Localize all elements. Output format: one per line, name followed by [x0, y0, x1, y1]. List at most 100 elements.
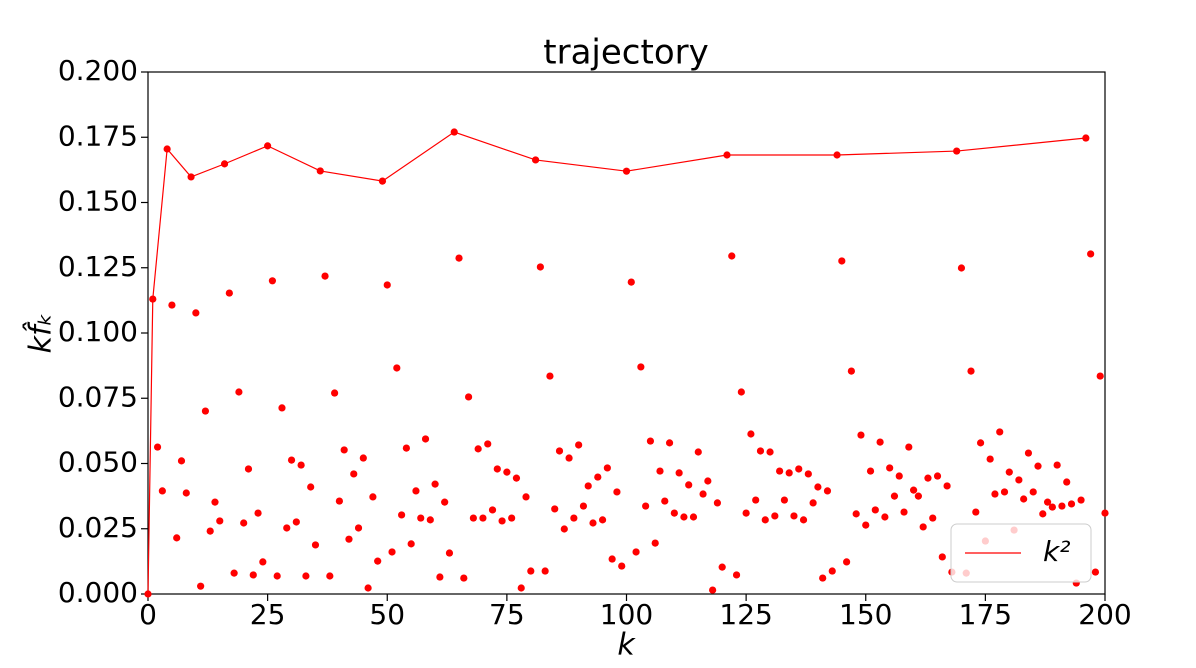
- scatter-point: [895, 472, 903, 480]
- scatter-point: [900, 508, 908, 516]
- scatter-point: [335, 497, 343, 505]
- scatter-point: [665, 439, 674, 447]
- scatter-point: [771, 512, 779, 520]
- scatter-point: [1020, 495, 1028, 503]
- scatter-point: [560, 525, 568, 533]
- scatter-point: [819, 574, 827, 582]
- x-tick-label: 125: [719, 598, 772, 631]
- scatter-point: [737, 388, 745, 396]
- scatter-point: [1091, 568, 1100, 576]
- scatter-point: [182, 489, 190, 497]
- series-line: [147, 131, 1086, 595]
- scatter-point: [354, 524, 363, 532]
- scatter-point: [627, 278, 635, 286]
- scatter-point: [235, 388, 243, 396]
- scatter-point: [871, 506, 879, 514]
- scatter-point: [914, 492, 922, 500]
- y-tick-label: 0.175: [58, 119, 138, 152]
- scatter-point: [158, 487, 166, 495]
- scatter-point: [1043, 498, 1052, 506]
- scatter-point: [852, 510, 860, 518]
- scatter-point: [436, 573, 444, 581]
- scatter-point: [747, 430, 755, 438]
- scatter-point: [575, 441, 583, 449]
- scatter-point: [742, 509, 750, 517]
- chart-title: trajectory: [543, 33, 708, 73]
- scatter-point: [938, 553, 946, 561]
- scatter-point: [464, 393, 473, 401]
- scatter-point: [177, 457, 186, 465]
- x-tick-label: 50: [369, 598, 405, 631]
- scatter-point: [431, 480, 439, 488]
- scatter-point: [460, 574, 468, 582]
- scatter-point: [216, 517, 224, 525]
- scatter-point: [680, 513, 688, 521]
- scatter-point: [1039, 510, 1047, 518]
- scatter-point: [278, 404, 286, 412]
- scatter-point: [1048, 503, 1056, 511]
- scatter-point: [249, 571, 257, 579]
- scatter-point: [847, 367, 855, 375]
- scatter-point: [881, 513, 889, 521]
- scatter-point: [799, 516, 808, 524]
- scatter-point: [661, 497, 669, 505]
- scatter-point: [345, 535, 353, 543]
- scatter-point: [785, 469, 793, 477]
- scatter-point: [512, 474, 521, 482]
- scatter-point: [445, 549, 454, 557]
- scatter-point: [484, 440, 492, 448]
- scatter-point: [1005, 468, 1013, 476]
- y-tick-label: 0.150: [58, 185, 138, 218]
- scatter-point: [689, 513, 698, 521]
- scatter-point: [273, 572, 281, 580]
- scatter-point: [972, 508, 980, 516]
- scatter-point: [991, 490, 999, 498]
- scatter-point: [598, 516, 607, 524]
- scatter-point: [843, 558, 851, 566]
- scatter-point: [211, 498, 219, 506]
- x-tick-label: 0: [139, 598, 157, 631]
- scatter-point: [732, 571, 741, 579]
- scatter-point: [517, 584, 525, 592]
- scatter-point: [728, 252, 736, 260]
- scatter-point: [1024, 449, 1033, 457]
- scatter-point: [412, 487, 420, 495]
- scatter-point: [479, 514, 487, 522]
- scatter-point: [589, 519, 597, 527]
- scatter-point: [795, 465, 803, 473]
- scatter-point: [565, 454, 573, 462]
- scatter-point: [613, 488, 621, 496]
- scatter-point: [369, 493, 377, 501]
- scatter-point: [967, 367, 975, 375]
- x-axis-label: k: [617, 628, 636, 663]
- scatter-point: [823, 487, 832, 495]
- y-axis-label: kf̂ₖ: [22, 313, 58, 354]
- scatter-point: [541, 567, 549, 575]
- scatter-point: [307, 483, 315, 491]
- scatter-point: [919, 523, 927, 531]
- scatter-point: [350, 470, 358, 478]
- scatter-point: [206, 527, 214, 535]
- scatter-point: [488, 506, 497, 514]
- scatter-point: [1096, 372, 1104, 380]
- scatter-point: [694, 448, 702, 456]
- scatter-point: [393, 364, 401, 372]
- scatter-point: [675, 469, 683, 477]
- scatter-point: [555, 447, 564, 455]
- x-tick-label: 100: [600, 598, 653, 631]
- scatter-point: [618, 562, 626, 570]
- scatter-point: [976, 439, 985, 447]
- scatter-point: [197, 582, 205, 590]
- scatter-point: [383, 281, 391, 289]
- scatter-point: [388, 548, 396, 556]
- scatter-point: [637, 363, 645, 371]
- x-tick-label: 75: [489, 598, 525, 631]
- scatter-point: [570, 514, 578, 522]
- scatter-point: [905, 443, 913, 451]
- scatter-point: [890, 492, 899, 500]
- scatter-point: [780, 496, 789, 504]
- scatter-point: [259, 558, 267, 566]
- scatter-point: [924, 474, 932, 482]
- scatter-point: [790, 512, 798, 520]
- scatter-point: [642, 502, 650, 510]
